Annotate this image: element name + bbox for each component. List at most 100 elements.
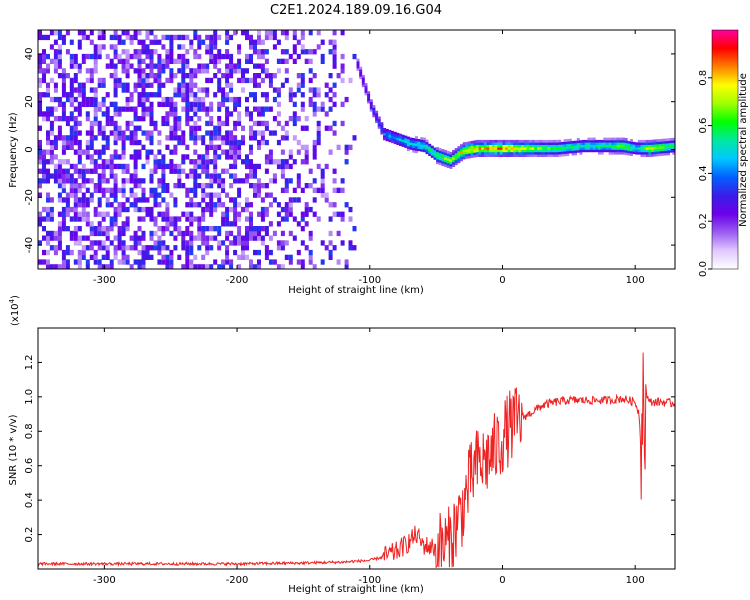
heatmap-cell: [61, 259, 66, 265]
heatmap-cell: [46, 149, 50, 155]
heatmap-cell: [57, 173, 62, 179]
heatmap-cell: [42, 235, 46, 241]
heatmap-cell: [117, 245, 122, 251]
heatmap-cell: [157, 92, 162, 98]
heatmap-cell: [113, 197, 118, 203]
heatmap-cell: [320, 192, 325, 198]
heatmap-cell: [284, 178, 289, 184]
heatmap-cell: [113, 187, 118, 193]
heatmap-cell: [563, 148, 567, 152]
heatmap-cell: [552, 147, 556, 150]
heatmap-cell: [73, 96, 78, 103]
heatmap-cell: [592, 137, 596, 141]
heatmap-cell: [129, 53, 134, 60]
heatmap-cell: [579, 147, 583, 150]
heatmap-cell: [169, 254, 174, 260]
heatmap-cell: [574, 140, 578, 144]
heatmap-cell: [292, 30, 297, 36]
heatmap-cell: [558, 139, 562, 143]
heatmap-cell: [46, 34, 50, 41]
heatmap-cell: [157, 101, 162, 107]
heatmap-cell: [414, 145, 418, 149]
heatmap-cell: [505, 154, 509, 157]
heatmap-cell: [608, 144, 612, 148]
heatmap-cell: [257, 211, 261, 217]
heatmap-cell: [113, 63, 118, 69]
heatmap-cell: [296, 221, 301, 227]
heatmap-cell: [113, 183, 118, 189]
heatmap-cell: [425, 151, 429, 155]
heatmap-cell: [288, 206, 293, 213]
heatmap-cell: [209, 183, 214, 189]
heatmap-cell: [491, 142, 495, 145]
heatmap-cell: [404, 140, 408, 144]
heatmap-cell: [89, 245, 94, 251]
heatmap-cell: [38, 30, 42, 36]
heatmap-cell: [225, 120, 230, 127]
heatmap-cell: [57, 125, 62, 131]
heatmap-cell: [145, 249, 150, 256]
heatmap-cell: [603, 149, 607, 153]
heatmap-cell: [73, 139, 78, 146]
heatmap-cell: [73, 149, 78, 155]
heatmap-cell: [257, 30, 261, 36]
heatmap-cell: [272, 159, 277, 165]
heatmap-cell: [233, 216, 238, 222]
heatmap-cell: [361, 77, 365, 80]
heatmap-cell: [253, 130, 257, 136]
heatmap-cell: [197, 183, 202, 189]
heatmap-cell: [209, 106, 214, 112]
heatmap-cell: [169, 96, 174, 103]
heatmap-cell: [515, 142, 519, 145]
heatmap-cell: [117, 106, 122, 112]
heatmap-cell: [165, 34, 170, 41]
heatmap-cell: [465, 151, 469, 155]
heatmap-cell: [253, 192, 257, 198]
heatmap-cell: [101, 187, 106, 193]
heatmap-cell: [558, 149, 562, 152]
heatmap-cell: [93, 101, 98, 107]
heatmap-cell: [125, 259, 130, 265]
heatmap-cell: [300, 92, 305, 98]
heatmap-cell: [257, 144, 261, 150]
heatmap-cell: [233, 135, 238, 141]
heatmap-cell: [304, 202, 309, 208]
heatmap-cell: [308, 30, 313, 36]
heatmap-cell: [499, 151, 503, 155]
heatmap-cell: [292, 44, 297, 50]
heatmap-cell: [38, 82, 42, 88]
heatmap-cell: [272, 44, 277, 50]
heatmap-cell: [264, 49, 269, 55]
heatmap-cell: [526, 149, 530, 153]
heatmap-cell: [42, 173, 46, 179]
heatmap-cell: [89, 101, 94, 107]
heatmap-cell: [93, 53, 98, 60]
heatmap-cell: [361, 84, 365, 88]
heatmap-cell: [233, 197, 238, 203]
heatmap-cell: [558, 146, 562, 150]
heatmap-cell: [105, 202, 110, 208]
heatmap-cell: [449, 163, 453, 167]
heatmap-cell: [197, 159, 202, 165]
heatmap-cell: [42, 226, 46, 232]
heatmap-cell: [473, 154, 477, 158]
heatmap-cell: [113, 249, 118, 256]
heatmap-cell: [465, 141, 469, 145]
heatmap-cell: [89, 240, 94, 246]
heatmap-cell: [189, 87, 194, 93]
heatmap-cell: [268, 149, 273, 155]
heatmap-cell: [475, 142, 479, 145]
heatmap-cell: [161, 254, 166, 260]
heatmap-cell: [664, 143, 668, 146]
heatmap-cell: [672, 149, 676, 153]
snr-y-label: SNR (10 * v/v): [8, 414, 19, 485]
heatmap-cell: [161, 101, 166, 107]
heatmap-cell: [550, 139, 554, 143]
heatmap-cell: [165, 120, 170, 127]
heatmap-cell: [153, 230, 158, 237]
heatmap-cell: [534, 139, 538, 143]
heatmap-cell: [197, 216, 202, 222]
heatmap-cell: [77, 226, 82, 232]
heatmap-cell: [505, 144, 509, 148]
